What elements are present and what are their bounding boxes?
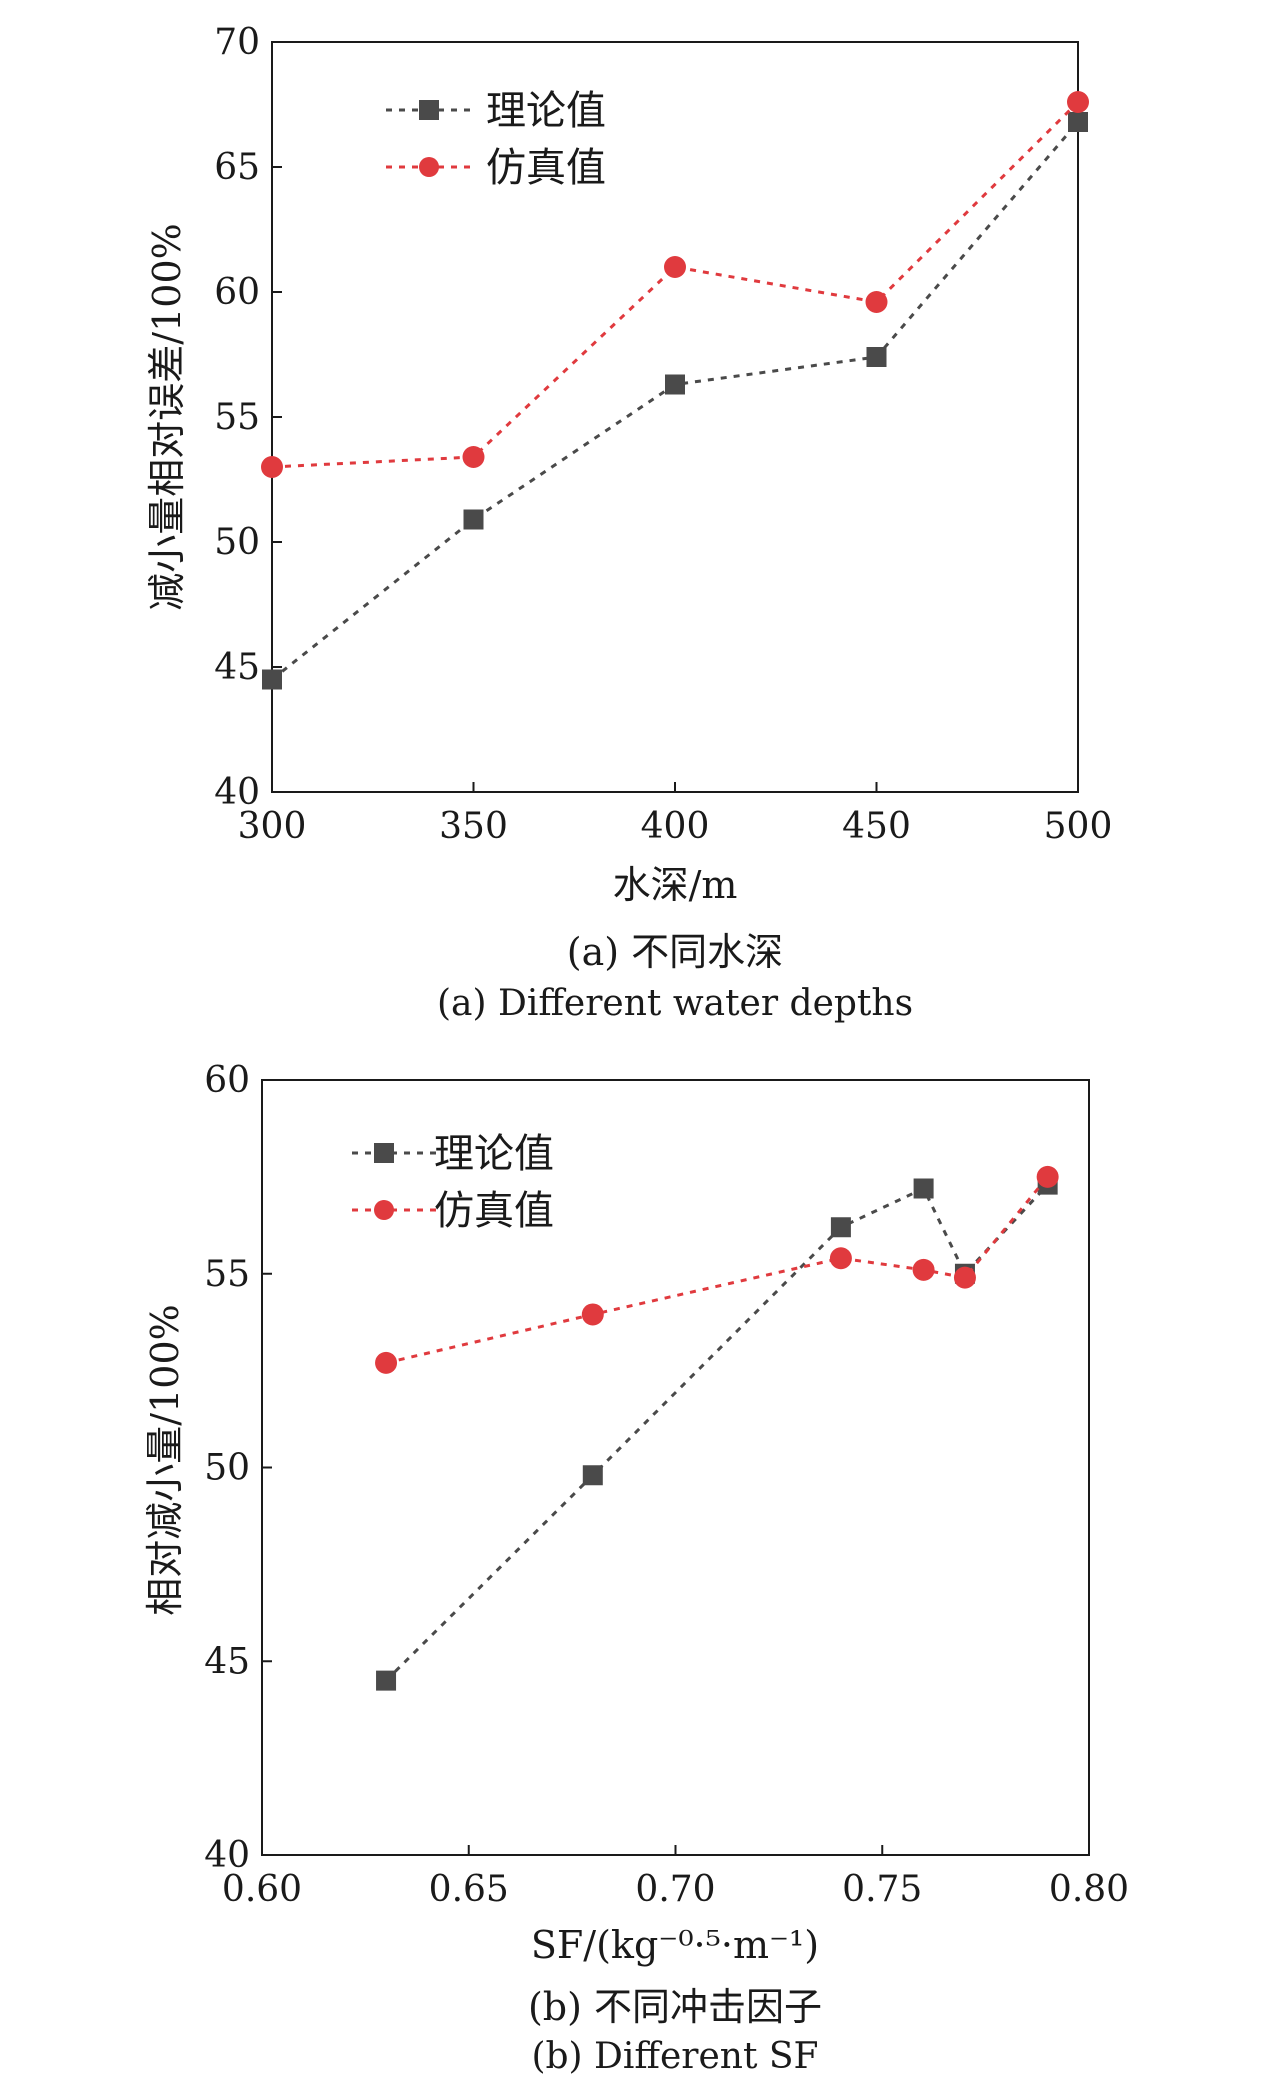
caption-en: (a) Different water depths <box>437 983 913 1024</box>
x-axis-label: 水深/m <box>613 863 738 907</box>
legend-marker-sim <box>374 1200 394 1220</box>
y-tick-label: 45 <box>214 647 260 688</box>
data-point-square <box>830 1217 851 1238</box>
y-tick-label: 60 <box>214 272 260 313</box>
y-tick-label: 40 <box>214 772 260 813</box>
x-tick-label: 0.60 <box>222 1869 302 1910</box>
y-tick-label: 45 <box>204 1641 250 1682</box>
series-line-0 <box>384 1183 1049 1682</box>
data-point-square <box>665 374 685 395</box>
data-point-circle <box>261 456 283 478</box>
legend-marker-theory <box>374 1143 394 1163</box>
series-line-1 <box>385 1175 1049 1365</box>
y-tick-label: 50 <box>214 522 260 563</box>
series-line-1 <box>271 100 1080 469</box>
axis-ticks: 0.60 0.65 0.70 0.75 0.80 40 45 50 55 60 <box>204 1060 1129 1910</box>
x-tick-label: 0.70 <box>635 1869 715 1910</box>
plot-frame <box>261 1079 1090 1856</box>
y-axis-label: 减小量相对误差/100% <box>145 223 189 610</box>
y-tick-label: 50 <box>204 1448 250 1489</box>
data-point-circle <box>664 256 686 278</box>
caption-zh: (b) 不同冲击因子 <box>528 1985 822 2029</box>
y-tick-label: 55 <box>204 1254 250 1295</box>
data-point-square <box>376 1670 397 1691</box>
data-point-circle <box>1036 1165 1059 1188</box>
series-layer <box>375 1165 1059 1691</box>
x-tick-label: 0.65 <box>429 1869 509 1910</box>
x-tick-label: 400 <box>641 806 710 847</box>
data-point-square <box>262 669 282 690</box>
chart-a: 300 350 400 450 500 40 45 50 55 60 65 70 理论值 仿真值 水深… <box>145 22 1112 1024</box>
data-point-square <box>866 347 887 367</box>
data-point-square <box>1068 112 1088 132</box>
y-tick-label: 55 <box>214 397 260 438</box>
y-tick-label: 60 <box>204 1060 250 1101</box>
caption-zh: (a) 不同水深 <box>567 930 783 974</box>
y-tick-label: 65 <box>214 147 260 188</box>
legend-label-sim: 仿真值 <box>486 145 606 191</box>
legend-marker-sim <box>419 157 439 177</box>
data-point-circle <box>462 446 485 468</box>
axis-ticks: 300 350 400 450 500 40 45 50 55 60 65 70 <box>214 22 1112 847</box>
data-point-circle <box>581 1303 604 1326</box>
x-axis-label: SF/(kg⁻⁰·⁵·m⁻¹) <box>531 1923 819 1967</box>
x-tick-label: 0.75 <box>842 1869 922 1910</box>
series-line-0 <box>271 121 1080 681</box>
data-point-circle <box>1067 91 1089 113</box>
data-point-circle <box>953 1266 976 1289</box>
data-point-circle <box>375 1351 398 1374</box>
series-layer <box>261 91 1089 690</box>
legend: 理论值 仿真值 <box>352 1131 554 1234</box>
legend-label-sim: 仿真值 <box>434 1188 554 1234</box>
legend-label-theory: 理论值 <box>486 88 606 134</box>
data-point-square <box>913 1178 934 1199</box>
caption-en: (b) Different SF <box>531 2036 818 2077</box>
data-point-circle <box>829 1247 852 1270</box>
data-point-square <box>463 509 484 530</box>
plot-frame <box>271 41 1079 793</box>
chart-b: 0.60 0.65 0.70 0.75 0.80 40 45 50 55 60 理论值 仿真值 S… <box>143 1060 1129 2077</box>
y-tick-label: 70 <box>214 22 260 63</box>
x-tick-label: 500 <box>1044 806 1113 847</box>
y-axis-label: 相对减小量/100% <box>143 1304 187 1615</box>
data-point-square <box>582 1465 603 1486</box>
x-tick-label: 0.80 <box>1049 1869 1129 1910</box>
data-point-circle <box>912 1258 935 1281</box>
legend-label-theory: 理论值 <box>434 1131 554 1177</box>
x-tick-label: 350 <box>439 806 508 847</box>
legend-marker-theory <box>419 100 439 120</box>
x-tick-label: 300 <box>238 806 307 847</box>
data-point-circle <box>865 291 888 313</box>
legend: 理论值 仿真值 <box>386 88 606 191</box>
y-tick-label: 40 <box>204 1835 250 1876</box>
x-tick-label: 450 <box>842 806 911 847</box>
